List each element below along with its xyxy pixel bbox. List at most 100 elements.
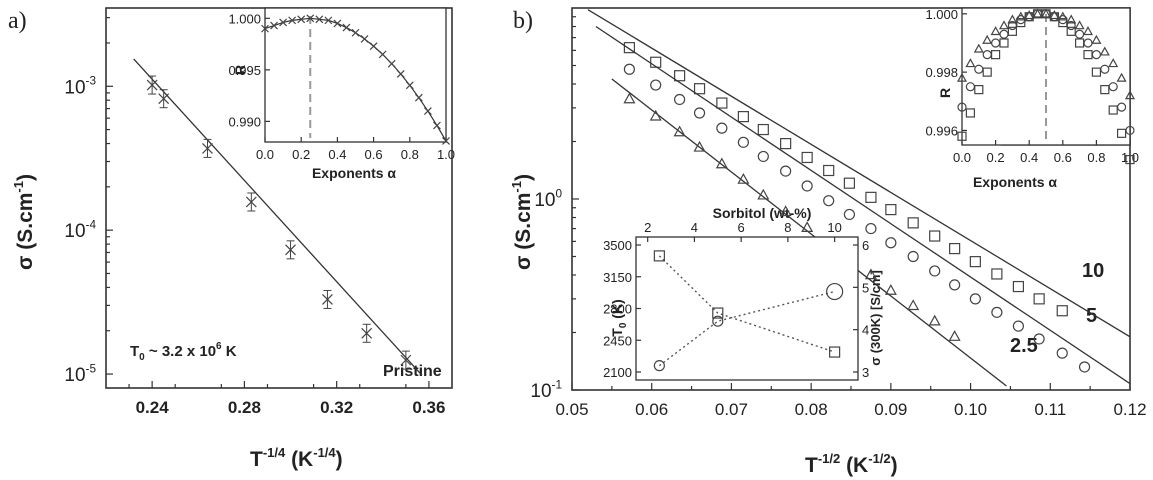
panel-a-pristine-label: Pristine bbox=[383, 363, 442, 380]
panel-b-inset-point-squares bbox=[1116, 128, 1127, 138]
panel-a-ylabel: σ (S.cm-1) bbox=[11, 174, 37, 270]
inset2-ytick-left-label: 3150 bbox=[603, 270, 632, 285]
panel-a-inset-point bbox=[378, 50, 387, 59]
panel-a-inset-ytick-label: 0.995 bbox=[228, 63, 261, 78]
panel-b-inset-xtick-label: 1.0 bbox=[1121, 150, 1139, 165]
panel-b-inset-ytick-label: 1.000 bbox=[925, 7, 958, 22]
panel-b-point-10 bbox=[949, 242, 961, 255]
inset2-xtick-label: 10 bbox=[827, 220, 841, 235]
panel-a-inset-point bbox=[387, 59, 396, 68]
panel-a-data-point-b bbox=[361, 327, 373, 339]
inset2-ytick-left-label: 3500 bbox=[603, 238, 632, 253]
panel-a-inset-point bbox=[324, 16, 333, 25]
panel-b-point-10 bbox=[623, 42, 635, 54]
panel-b-inset-point-squares bbox=[974, 85, 984, 95]
panel-a-data-point-b bbox=[245, 196, 257, 208]
panel-a-inset-point-b bbox=[433, 121, 441, 130]
inset2-right-label: σ (300K) [S/cm] bbox=[868, 270, 883, 366]
inset2-point-left bbox=[712, 307, 724, 319]
panel-a-inset-point-b bbox=[261, 24, 269, 33]
panel-b-point-2-5 bbox=[801, 221, 814, 233]
panel-b-inset-point-triangles bbox=[1024, 10, 1035, 20]
panel-b-inset-point-squares bbox=[1083, 50, 1093, 60]
inset2-point-right bbox=[712, 315, 724, 327]
panel-a-xtick-label: 0.32 bbox=[320, 398, 353, 417]
panel-b-inset-xtick-label: 0.6 bbox=[1054, 150, 1072, 165]
svg-text:σ (S.cm-1): σ (S.cm-1) bbox=[509, 174, 535, 270]
panel-b-point-2-5 bbox=[907, 299, 920, 311]
panel-b-inset-point-squares bbox=[1016, 17, 1026, 28]
panel-b-inset-point-triangles bbox=[1124, 90, 1136, 100]
panel-b-point-2-5 bbox=[779, 205, 792, 217]
panel-b-point-5 bbox=[801, 180, 813, 192]
panel-b-point-5 bbox=[650, 79, 662, 91]
panel-a-inset-point-b bbox=[405, 81, 414, 90]
panel-b-point-2-5 bbox=[884, 283, 897, 295]
panel-a-inset-point-b bbox=[351, 28, 360, 37]
panel-b-inset-point-squares bbox=[965, 108, 976, 118]
panel-b-inset-point-squares bbox=[1125, 154, 1135, 165]
panel-a-data-point-b bbox=[322, 294, 333, 305]
panel-b-point-10 bbox=[737, 111, 749, 123]
panel-b-point-5 bbox=[1012, 320, 1025, 332]
panel-a-inset-point bbox=[423, 107, 432, 116]
panel-b-inset-point-triangles bbox=[1032, 8, 1043, 18]
panel-b-ylabel: σ (S.cm-1) bbox=[509, 174, 535, 270]
panel-b-inset-point-triangles bbox=[1099, 46, 1110, 56]
panel-b-point-2-5 bbox=[928, 314, 941, 326]
panel-a-data-point-b bbox=[202, 142, 213, 154]
panel-a-inset-point bbox=[414, 93, 423, 102]
panel-a-inset-xtick-label: 0.0 bbox=[256, 147, 274, 162]
panel-b-fit-line-10 bbox=[587, 9, 1130, 338]
panel-b-point-5 bbox=[991, 306, 1003, 318]
panel-a-inset-point-b bbox=[279, 18, 288, 27]
panel-b-inset-point-squares bbox=[999, 38, 1009, 48]
panel-b-point-10 bbox=[885, 204, 897, 216]
panel-a-inset-point bbox=[360, 34, 369, 43]
panel-a-inset-point bbox=[405, 81, 414, 90]
panel-b-point-10 bbox=[1012, 280, 1025, 293]
panel-b-point-5 bbox=[674, 93, 686, 106]
panel-a-data-point bbox=[322, 294, 333, 305]
panel-b-inset-point-squares bbox=[1058, 17, 1068, 28]
panel-a-inset-xtick-label: 1.0 bbox=[437, 147, 455, 162]
panel-b-point-10 bbox=[780, 138, 792, 150]
panel-b-point-2-5 bbox=[864, 268, 877, 280]
panel-b-inset-ytick-label: 0.998 bbox=[925, 65, 958, 80]
panel-b-inset-point-triangles bbox=[982, 34, 993, 44]
panel-a-inset-point bbox=[442, 137, 450, 145]
inset2-ytick-left-label: 2100 bbox=[603, 365, 632, 380]
panel-b-point-2-5 bbox=[757, 188, 770, 200]
panel-b-inset-point-triangles bbox=[1040, 8, 1052, 18]
panel-b-label: b) bbox=[513, 8, 533, 34]
panel-b-inset-xtick-label: 0.4 bbox=[1020, 150, 1038, 165]
panel-b-point-10 bbox=[1056, 305, 1068, 317]
panel-b-point-5 bbox=[716, 122, 728, 134]
inset2-point-right bbox=[826, 282, 844, 301]
panel-b-xtick-label: 0.11 bbox=[1034, 400, 1066, 419]
panel-a-inset-point-b bbox=[270, 21, 278, 30]
panel-a-inset-point bbox=[333, 19, 342, 28]
panel-b-inset-point-squares bbox=[1066, 26, 1076, 36]
panel-a-inset-point-b bbox=[414, 93, 423, 102]
panel-a-inset-point-b bbox=[306, 14, 315, 23]
panel-a-inset-point-b bbox=[297, 15, 306, 24]
panel-b-inset-point-squares bbox=[1074, 38, 1085, 48]
panel-b-point-2-5 bbox=[693, 140, 706, 152]
panel-a-data-point bbox=[245, 196, 257, 208]
panel-a-inset-xtick-label: 0.2 bbox=[292, 147, 310, 162]
panel-b-inset-xtick-label: 0.0 bbox=[953, 150, 971, 165]
panel-a-inset-xtick-label: 0.4 bbox=[328, 147, 346, 162]
panel-b-inset-point-triangles bbox=[1091, 34, 1102, 44]
panel-a-inset-point-b bbox=[378, 50, 387, 59]
panel-a-inset-point bbox=[261, 24, 269, 33]
panel-b-xtick-label: 0.08 bbox=[795, 400, 828, 419]
panel-a-inset-ylabel: R bbox=[232, 65, 248, 75]
panel-a-xlabel: T-1/4 (K-1/4) bbox=[250, 445, 343, 471]
panel-b-point-5 bbox=[780, 165, 792, 177]
panel-b-inset-point-squares bbox=[982, 67, 992, 77]
panel-a-data-point bbox=[146, 79, 158, 91]
panel-a-inset-point-b bbox=[369, 42, 378, 51]
panel-a-ytick-label: 10-5 bbox=[64, 363, 96, 387]
panel-b-inset-point-circles bbox=[957, 102, 967, 112]
